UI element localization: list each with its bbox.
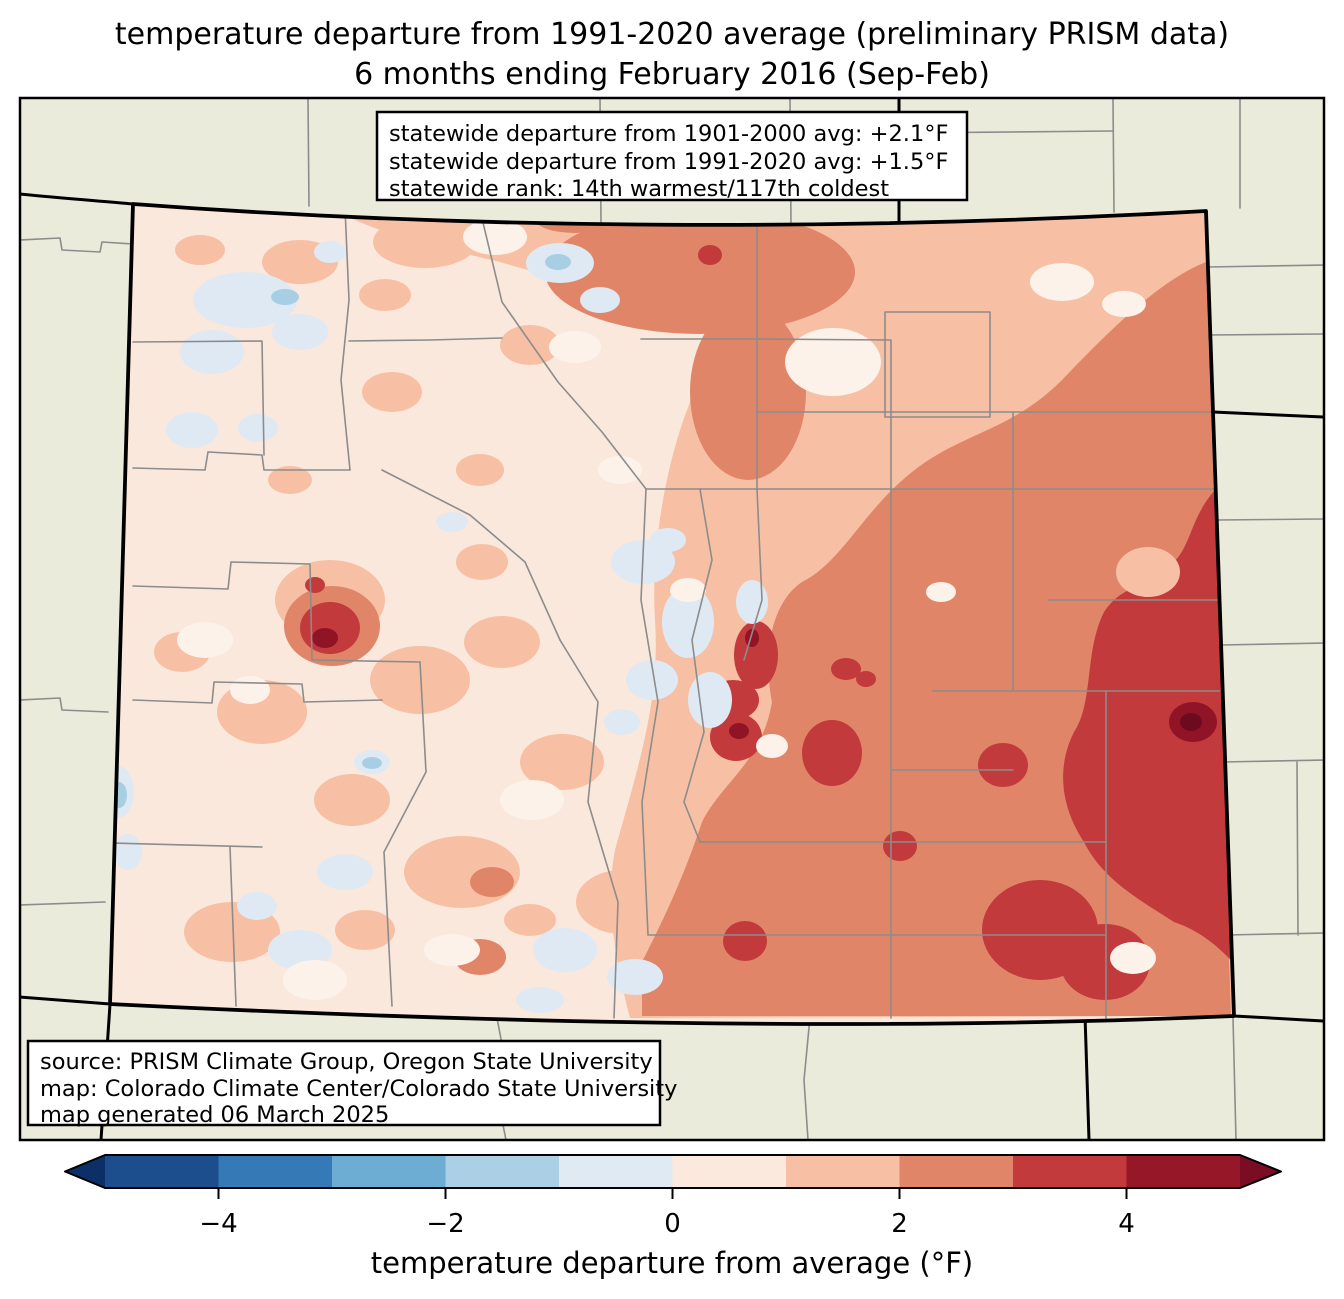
plot-frame <box>18 96 1326 1142</box>
colorbar-segment <box>672 1155 787 1188</box>
figure-title-line2: 6 months ending February 2016 (Sep-Feb) <box>354 57 990 92</box>
colorbar-tick-label: 2 <box>891 1209 908 1239</box>
colorbar-segment <box>445 1155 560 1188</box>
colorado-temperature-field <box>110 204 1234 1025</box>
colorado-county-lines <box>110 207 1222 1019</box>
map-content: statewide departure from 1901-2000 avg: … <box>21 99 1323 1139</box>
source-box: source: PRISM Climate Group, Oregon Stat… <box>26 1039 677 1128</box>
colorbar-tick-label: −4 <box>199 1209 237 1239</box>
colorbar-segment <box>332 1155 446 1188</box>
colorbar-segment <box>899 1155 1014 1188</box>
colorbar-segments <box>105 1155 1241 1188</box>
cream-patches <box>177 219 706 1000</box>
colorbar-segment <box>1126 1155 1241 1188</box>
stats-line3: statewide rank: 14th warmest/117th colde… <box>389 176 889 202</box>
cool-patches <box>110 241 768 1013</box>
colorbar-ticks: −4 −2 0 2 4 <box>199 1188 1135 1239</box>
colorbar-segment <box>559 1155 673 1188</box>
stats-line2: statewide departure from 1991-2020 avg: … <box>389 149 948 175</box>
colorbar-label: temperature departure from average (°F) <box>371 1246 973 1280</box>
colorbar-right-arrow <box>1240 1155 1281 1188</box>
source-line1: source: PRISM Climate Group, Oregon Stat… <box>40 1049 653 1075</box>
colorbar: −4 −2 0 2 4 temperature departure from avera… <box>64 1154 1282 1280</box>
colorbar-left-arrow <box>65 1155 105 1188</box>
source-line2: map: Colorado Climate Center/Colorado St… <box>40 1076 677 1102</box>
colorado-state-outline <box>108 202 1236 1026</box>
colorbar-tick-label: 4 <box>1118 1209 1135 1239</box>
colorbar-segment <box>218 1155 333 1188</box>
source-line3: map generated 06 March 2025 <box>40 1102 389 1128</box>
colorbar-tick-label: 0 <box>664 1209 681 1239</box>
stats-line1: statewide departure from 1901-2000 avg: … <box>389 121 948 147</box>
colorbar-outline <box>64 1154 1282 1189</box>
figure-title-line1: temperature departure from 1991-2020 ave… <box>115 17 1229 52</box>
colorbar-tick-label: −2 <box>426 1209 464 1239</box>
colorbar-segment <box>105 1155 219 1188</box>
stats-box: statewide departure from 1901-2000 avg: … <box>375 110 969 202</box>
colorbar-segment <box>1013 1155 1127 1188</box>
colorbar-segment <box>786 1155 900 1188</box>
